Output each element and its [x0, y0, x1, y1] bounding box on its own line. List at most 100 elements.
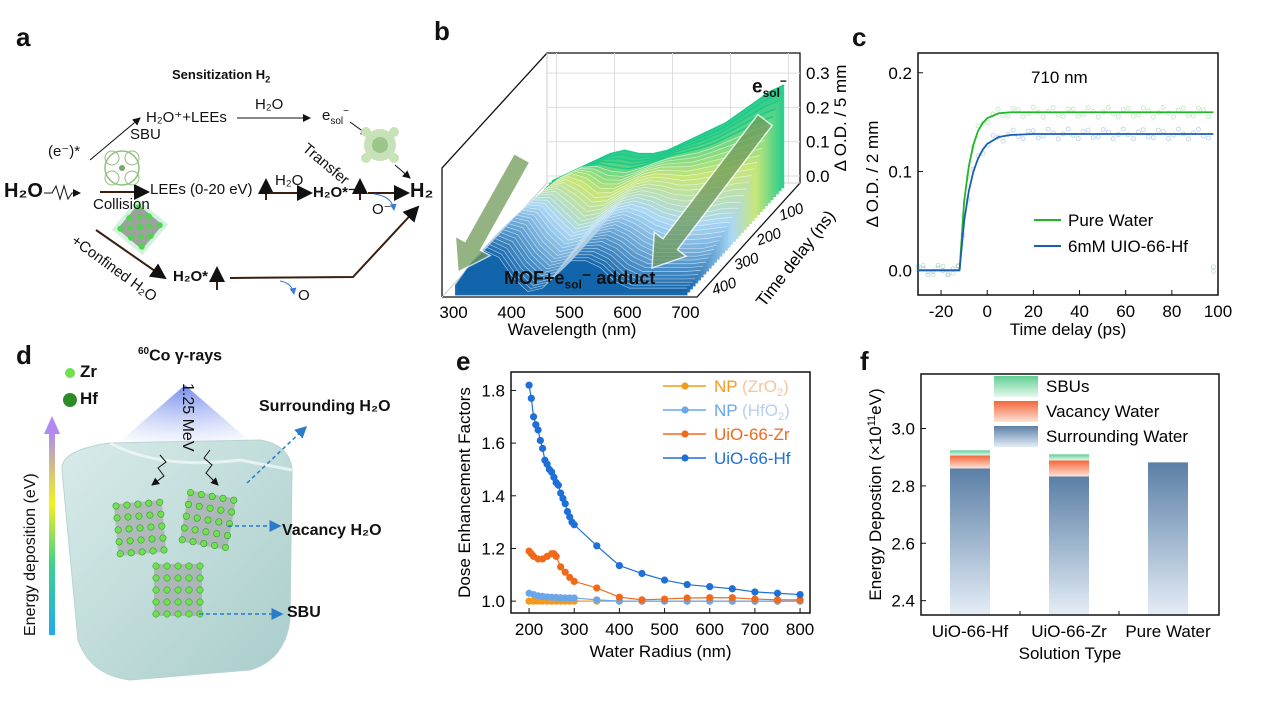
spectrum-line	[463, 241, 696, 283]
data-point	[536, 436, 544, 445]
data-point	[1175, 126, 1181, 132]
y-label-unit: eV)	[866, 388, 885, 414]
data-point	[527, 394, 535, 402]
y-axis-label: Δ O.D. / 2 mm	[863, 121, 882, 228]
data-point	[561, 568, 569, 576]
x-tick-label: 20	[1024, 302, 1043, 321]
data-point	[995, 106, 1001, 112]
x-tick-label: 300	[560, 620, 588, 639]
y-tick-label: 0.1	[888, 163, 912, 182]
esol-sub: sol	[330, 116, 344, 127]
zr-atom	[185, 586, 193, 594]
zr-atom	[145, 499, 153, 507]
spectrum-line	[471, 232, 704, 273]
hf-legend-dot	[63, 393, 77, 407]
data-point	[796, 596, 804, 604]
data-point	[1210, 264, 1216, 270]
h2-product: H₂	[410, 180, 434, 202]
data-point	[1185, 112, 1191, 118]
vacancy-h2o-label: Vacancy H₂O	[282, 522, 382, 539]
data-point	[1130, 136, 1136, 142]
x-tick-label: 800	[786, 620, 814, 639]
panel-label-f: f	[860, 346, 869, 376]
x-tick-label: 500	[650, 620, 678, 639]
x-tick-label: Pure Water	[1125, 622, 1211, 641]
zr-atom	[187, 489, 194, 496]
bar-segment	[1049, 476, 1089, 615]
x-tick-label: 80	[1162, 302, 1181, 321]
legend-paren: (ZrO	[742, 377, 777, 396]
z-tick-label: 0.2	[806, 98, 830, 117]
x-tick-label: 600	[696, 620, 724, 639]
zr-atom	[222, 544, 229, 551]
data-point	[534, 426, 542, 434]
x-tick-label: 200	[515, 620, 543, 639]
zr-atom	[211, 542, 219, 549]
zr-atom	[163, 610, 171, 618]
data-point	[570, 594, 578, 602]
zr-atom	[158, 522, 166, 530]
data-point	[1010, 127, 1016, 133]
y-tick-label: 1.8	[481, 381, 505, 400]
zr-atom	[152, 598, 160, 606]
data-point	[945, 272, 951, 278]
legend-name: NP	[714, 377, 742, 396]
legend-label: NP (ZrO2)	[714, 377, 789, 399]
plot-frame	[920, 373, 1220, 616]
zr-atom	[196, 562, 204, 570]
zr-atom	[206, 504, 214, 512]
zr-atom	[163, 574, 171, 582]
data-point	[1020, 136, 1026, 142]
zr-atom	[200, 540, 208, 548]
data-point	[1170, 114, 1176, 120]
data-point	[1150, 114, 1156, 120]
x-axis-label: Time delay (ps)	[1010, 320, 1127, 339]
data-point	[1020, 114, 1026, 120]
spectrum-line	[457, 247, 690, 289]
data-point	[683, 580, 691, 589]
panel-label-e: e	[456, 346, 471, 376]
legend-label: Vacancy Water	[1046, 402, 1160, 421]
legend-label: UiO-66-Zr	[714, 425, 790, 444]
data-point	[1045, 108, 1051, 114]
zr-atom	[174, 562, 182, 570]
zr-atom	[134, 500, 142, 508]
mof-crystal-icon	[152, 562, 204, 618]
data-point	[1030, 128, 1036, 134]
data-point	[1120, 126, 1126, 132]
y-tick-label: 1.0	[481, 592, 505, 611]
legend-close: )	[784, 401, 790, 420]
y-label-text: Energy Depostion (×10	[866, 426, 885, 600]
data-point	[728, 594, 736, 602]
data-point	[980, 120, 986, 126]
bar-segment	[1148, 462, 1188, 615]
data-point	[920, 262, 926, 268]
spectrum-line	[465, 238, 698, 280]
legend-label: SBUs	[1046, 377, 1089, 396]
zr-atom	[193, 514, 201, 522]
plot-box	[441, 52, 801, 298]
zr-atom	[127, 549, 135, 557]
data-point	[1195, 105, 1201, 111]
x-tick-label: UiO-66-Hf	[932, 622, 1009, 641]
data-point	[1185, 136, 1191, 142]
data-point	[1065, 106, 1071, 112]
data-point	[1180, 105, 1186, 111]
data-point	[1065, 126, 1071, 132]
data-point	[990, 133, 996, 139]
data-point	[1050, 105, 1056, 111]
data-point	[1090, 108, 1096, 114]
y-tick-label: 2.6	[891, 534, 915, 553]
legend-label: Surrounding Water	[1046, 427, 1188, 446]
data-point	[660, 595, 669, 603]
spectrum-line	[460, 244, 693, 287]
x-tick-label: 40	[1070, 302, 1089, 321]
y-tick-label: 0.2	[888, 64, 912, 83]
adduct-post: ⁻ adduct	[581, 268, 656, 288]
data-point	[945, 271, 951, 277]
zr-atom	[114, 526, 122, 534]
adduct-sub: sol	[564, 277, 582, 292]
